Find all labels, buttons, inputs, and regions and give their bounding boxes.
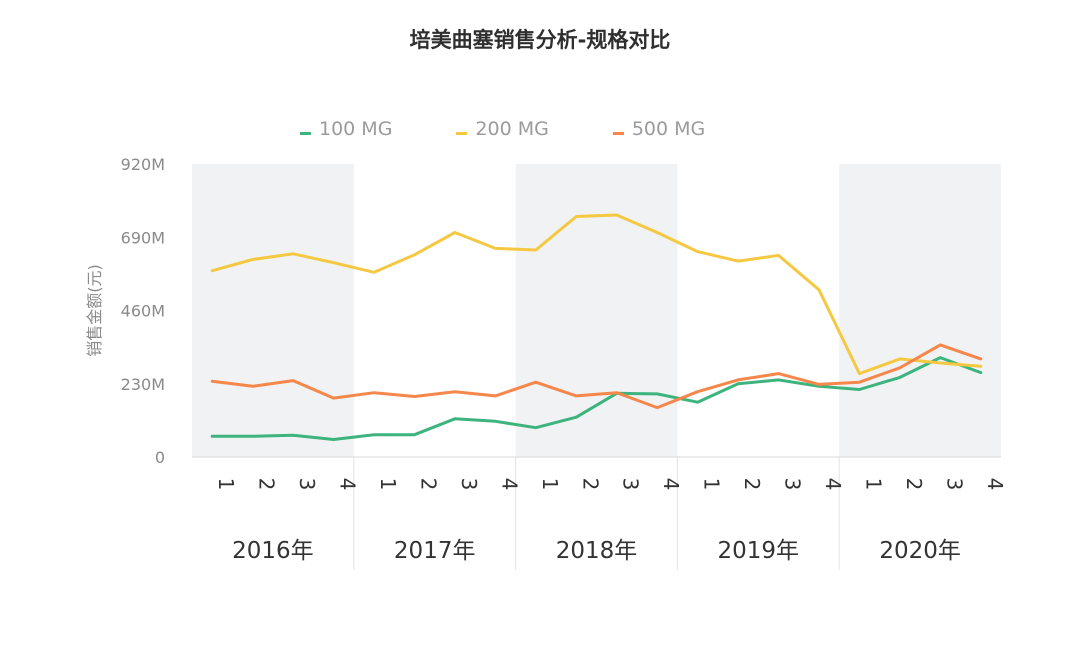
- legend-item[interactable]: 200 MG: [456, 118, 549, 140]
- x-tick-label: 2: [902, 478, 926, 491]
- year-label: 2016年: [232, 538, 314, 564]
- legend-label: 500 MG: [631, 118, 706, 140]
- legend-swatch: [300, 131, 311, 135]
- legend-item[interactable]: 500 MG: [612, 118, 706, 140]
- x-tick-label: 4: [336, 478, 360, 491]
- x-tick-label: 4: [821, 478, 845, 491]
- legend-label: 100 MG: [319, 118, 393, 140]
- x-tick-label: 2: [578, 478, 602, 491]
- year-label: 2019年: [718, 538, 800, 564]
- x-tick-label: 3: [457, 478, 481, 491]
- year-band: [839, 164, 1001, 457]
- legend: 100 MG 200 MG 500 MG: [300, 118, 705, 140]
- x-tick-label: 2: [255, 478, 279, 491]
- y-tick-label: 460M: [121, 302, 165, 321]
- year-label: 2020年: [879, 538, 961, 564]
- x-tick-label: 3: [619, 478, 643, 491]
- x-tick-label: 2: [740, 478, 764, 491]
- x-tick-label: 4: [983, 478, 1007, 491]
- year-band: [192, 164, 354, 457]
- y-tick-label: 230M: [121, 375, 165, 394]
- legend-swatch: [612, 131, 624, 135]
- legend-item[interactable]: 100 MG: [300, 118, 392, 140]
- series-line-500-mg: [210, 343, 983, 410]
- x-tick-label: 2: [416, 478, 440, 491]
- y-tick-label: 920M: [121, 155, 165, 174]
- x-tick-label: 3: [295, 478, 319, 491]
- x-tick-label: 4: [497, 478, 521, 491]
- chart-title: 培美曲塞销售分析-规格对比: [409, 28, 671, 52]
- y-tick-label: 0: [155, 448, 165, 467]
- y-axis-title: 销售金额(元): [85, 264, 104, 357]
- y-tick-label: 690M: [121, 228, 165, 247]
- x-tick-label: 3: [942, 478, 966, 491]
- legend-label: 200 MG: [475, 118, 549, 140]
- year-label: 2017年: [394, 538, 476, 564]
- year-band: [515, 164, 678, 457]
- series-line-100-mg: [210, 356, 983, 441]
- x-tick-label: 4: [659, 478, 683, 491]
- x-tick-label: 1: [214, 478, 238, 491]
- x-tick-label: 1: [700, 478, 724, 491]
- x-tick-label: 1: [538, 478, 562, 491]
- x-tick-label: 1: [861, 478, 885, 491]
- x-tick-label: 3: [781, 478, 805, 491]
- legend-swatch: [456, 131, 468, 135]
- x-tick-label: 1: [376, 478, 400, 491]
- year-label: 2018年: [556, 538, 638, 564]
- series-line-200-mg: [210, 213, 983, 376]
